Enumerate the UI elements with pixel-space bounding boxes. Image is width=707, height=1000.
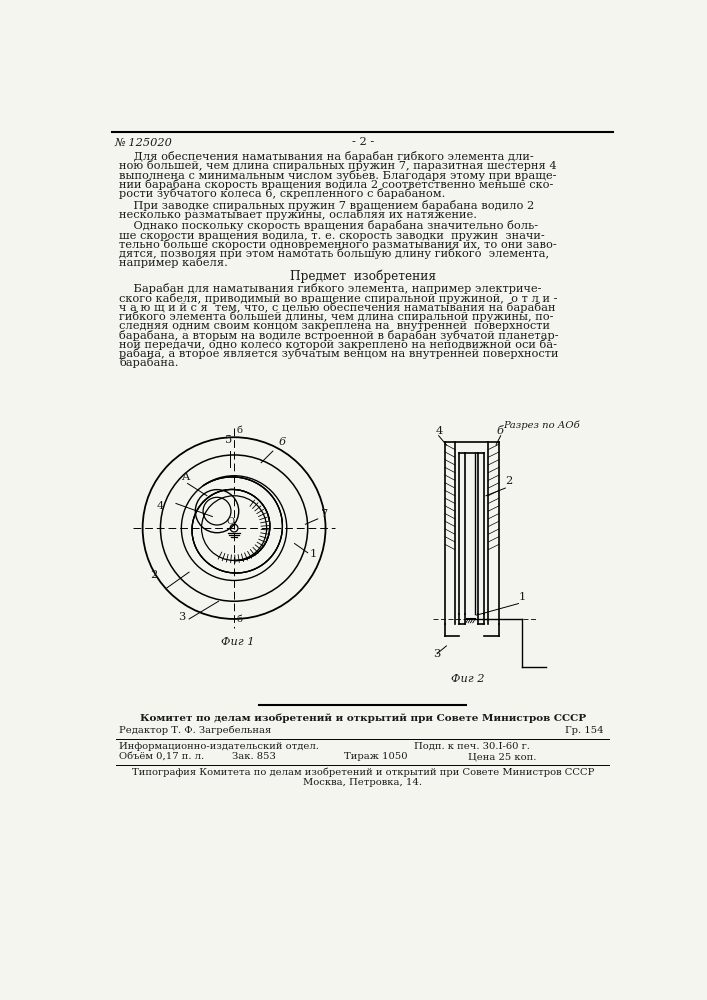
Text: № 125020: № 125020 (114, 137, 172, 147)
Text: ною большей, чем длина спиральных пружин 7, паразитная шестерня 4: ною большей, чем длина спиральных пружин… (119, 160, 557, 171)
Text: Фиг 2: Фиг 2 (451, 674, 485, 684)
Text: Зак. 853: Зак. 853 (232, 752, 276, 761)
Text: 4: 4 (156, 501, 164, 511)
Text: рости зубчатого колеса 6, скрепленного с барабаном.: рости зубчатого колеса 6, скрепленного с… (119, 188, 445, 199)
Text: Предмет  изобретения: Предмет изобретения (290, 270, 436, 283)
Text: Фиг 1: Фиг 1 (221, 637, 255, 647)
Text: Объём 0,17 п. л.: Объём 0,17 п. л. (119, 752, 204, 761)
Text: 2: 2 (506, 476, 513, 486)
Text: 1: 1 (310, 549, 317, 559)
Text: б: б (236, 426, 243, 435)
Text: ского кабеля, приводимый во вращение спиральной пружиной,  о т л и -: ского кабеля, приводимый во вращение спи… (119, 293, 558, 304)
Text: При заводке спиральных пружин 7 вращением барабана водило 2: При заводке спиральных пружин 7 вращение… (119, 200, 534, 211)
Text: Тираж 1050: Тираж 1050 (344, 752, 408, 761)
Text: Барабан для наматывания гибкого элемента, например электриче-: Барабан для наматывания гибкого элемента… (119, 283, 542, 294)
Text: гибкого элемента большей длины, чем длина спиральной пружины, по-: гибкого элемента большей длины, чем длин… (119, 311, 554, 322)
Text: 2: 2 (151, 570, 158, 580)
Text: Гр. 154: Гр. 154 (565, 726, 604, 735)
Text: Информационно-издательский отдел.: Информационно-издательский отдел. (119, 742, 320, 751)
Text: тельно больше скорости одновременного разматывания их, то они заво-: тельно больше скорости одновременного ра… (119, 239, 557, 250)
Text: б: б (236, 615, 243, 624)
Text: нии барабана скорость вращения водила 2 соответственно меньше ско-: нии барабана скорость вращения водила 2 … (119, 179, 554, 190)
Text: выполнена с минимальным числом зубьев. Благодаря этому при враще-: выполнена с минимальным числом зубьев. Б… (119, 170, 557, 181)
Text: например кабеля.: например кабеля. (119, 257, 228, 268)
Text: 1: 1 (518, 592, 526, 602)
Text: Однако поскольку скорость вращения барабана значительно боль-: Однако поскольку скорость вращения бараб… (119, 220, 539, 231)
Text: ч а ю щ и й с я  тем, что, с целью обеспечения наматывания на барабан: ч а ю щ и й с я тем, что, с целью обеспе… (119, 302, 556, 313)
Text: дятся, позволяя при этом намотать большую длину гибкого  элемента,: дятся, позволяя при этом намотать большу… (119, 248, 549, 259)
Text: 3: 3 (178, 612, 185, 622)
Text: барабана.: барабана. (119, 357, 179, 368)
Text: рабана, а второе является зубчатым венцом на внутренней поверхности: рабана, а второе является зубчатым венцо… (119, 348, 559, 359)
Text: 6: 6 (279, 437, 286, 447)
Text: O: O (226, 517, 235, 526)
Text: Цена 25 коп.: Цена 25 коп. (468, 752, 537, 761)
Text: Комитет по делам изобретений и открытий при Совете Министров СССР: Комитет по делам изобретений и открытий … (140, 713, 586, 723)
Text: б: б (497, 426, 504, 436)
Text: Разрез по АОб: Разрез по АОб (503, 420, 580, 430)
Text: Редактор Т. Ф. Загребельная: Редактор Т. Ф. Загребельная (119, 725, 271, 735)
Text: Подп. к печ. 30.I-60 г.: Подп. к печ. 30.I-60 г. (414, 742, 530, 751)
Text: ной передачи, одно колесо которой закреплено на неподвижной оси ба-: ной передачи, одно колесо которой закреп… (119, 339, 557, 350)
Text: A: A (182, 472, 189, 482)
Text: барабана, а вторым на водиле встроенной в барабан зубчатой планетар-: барабана, а вторым на водиле встроенной … (119, 330, 559, 341)
Text: 4: 4 (436, 426, 443, 436)
Text: ше скорости вращения водила, т. е. скорость заводки  пружин  значи-: ше скорости вращения водила, т. е. скоро… (119, 231, 545, 241)
Text: несколько разматывает пружины, ослабляя их натяжение.: несколько разматывает пружины, ослабляя … (119, 209, 477, 220)
Text: Для обеспечения наматывания на барабан гибкого элемента дли-: Для обеспечения наматывания на барабан г… (119, 151, 534, 162)
Text: следняя одним своим концом закреплена на  внутренней  поверхности: следняя одним своим концом закреплена на… (119, 321, 550, 331)
Text: - 2 -: - 2 - (351, 137, 374, 147)
Text: 5: 5 (225, 435, 232, 445)
Text: Москва, Петровка, 14.: Москва, Петровка, 14. (303, 778, 422, 787)
Text: Типография Комитета по делам изобретений и открытий при Совете Министров СССР: Типография Комитета по делам изобретений… (132, 768, 594, 777)
Text: 3: 3 (433, 649, 440, 659)
Text: 7: 7 (321, 509, 328, 519)
